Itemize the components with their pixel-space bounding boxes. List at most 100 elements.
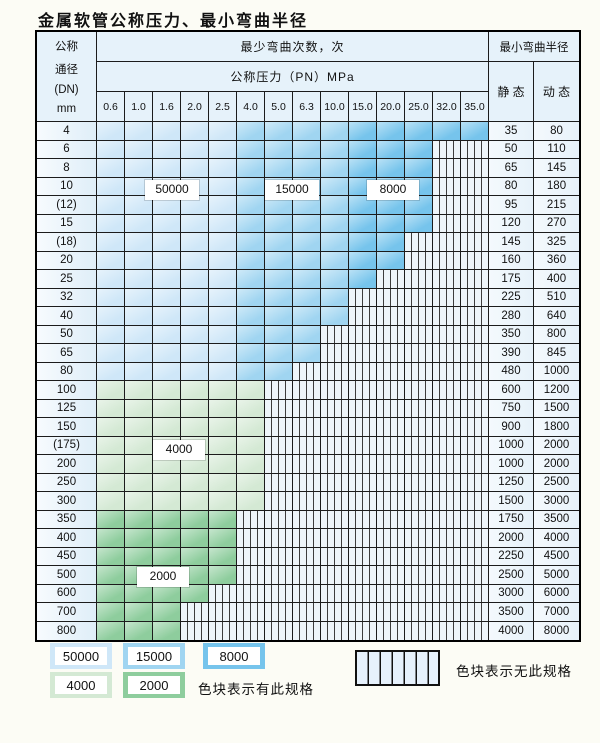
spec-unavailable-cell [461, 473, 489, 492]
spec-available-cell [377, 159, 405, 178]
legend-chip-label: 50000 [55, 647, 107, 665]
spec-available-cell [181, 344, 209, 363]
spec-available-cell [181, 140, 209, 159]
dynamic-value-cell: 1800 [534, 418, 579, 437]
spec-available-cell [209, 122, 237, 141]
spec-available-cell [265, 307, 293, 326]
spec-unavailable-cell [433, 566, 461, 585]
spec-unavailable-cell [377, 288, 405, 307]
spec-unavailable-cell [377, 621, 405, 640]
spec-available-cell [377, 214, 405, 233]
spec-available-cell [97, 492, 125, 511]
spec-table: 公称 通径 (DN) mm 最少弯曲次数，次 最小弯曲半径 公称压力（PN）MP… [37, 32, 579, 640]
spec-unavailable-cell [293, 584, 321, 603]
spec-unavailable-cell [265, 529, 293, 548]
static-value-cell: 160 [489, 251, 534, 270]
spec-available-cell [321, 177, 349, 196]
spec-unavailable-cell [265, 566, 293, 585]
spec-available-cell [209, 196, 237, 215]
spec-unavailable-cell [349, 344, 377, 363]
nominal-pressure-header: 公称压力（PN）MPa [97, 62, 489, 92]
spec-available-cell [153, 122, 181, 141]
spec-unavailable-cell [377, 547, 405, 566]
spec-available-cell [209, 455, 237, 474]
spec-unavailable-cell [293, 529, 321, 548]
spec-available-cell [181, 159, 209, 178]
spec-unavailable-cell [461, 584, 489, 603]
spec-unavailable-cell [377, 566, 405, 585]
legend-chip-label: 8000 [208, 647, 260, 665]
spec-available-cell [153, 159, 181, 178]
dynamic-value-cell: 2500 [534, 473, 579, 492]
spec-available-cell [377, 251, 405, 270]
spec-available-cell [293, 270, 321, 289]
spec-available-cell [97, 603, 125, 622]
dn-cell: 6 [37, 140, 97, 159]
spec-available-cell [181, 196, 209, 215]
spec-unavailable-cell [321, 510, 349, 529]
static-value-cell: 1750 [489, 510, 534, 529]
no-spec-legend-text: 色块表示无此规格 [456, 664, 572, 679]
spec-available-cell [237, 344, 265, 363]
spec-available-cell [209, 270, 237, 289]
static-value-cell: 3500 [489, 603, 534, 622]
static-column-header: 静 态 [489, 62, 534, 122]
spec-available-cell [97, 233, 125, 252]
spec-available-cell [153, 473, 181, 492]
spec-available-cell [153, 492, 181, 511]
spec-unavailable-cell [461, 418, 489, 437]
spec-unavailable-cell [377, 510, 405, 529]
spec-available-cell [321, 288, 349, 307]
spec-available-cell [125, 492, 153, 511]
static-value-cell: 3000 [489, 584, 534, 603]
spec-available-cell [237, 381, 265, 400]
dn-cell: 700 [37, 603, 97, 622]
spec-unavailable-cell [461, 307, 489, 326]
dn-cell: 800 [37, 621, 97, 640]
dn-cell: 100 [37, 381, 97, 400]
spec-unavailable-cell [433, 159, 461, 178]
spec-unavailable-cell [405, 418, 433, 437]
spec-unavailable-cell [433, 177, 461, 196]
spec-available-cell [125, 418, 153, 437]
spec-unavailable-cell [405, 288, 433, 307]
spec-available-cell [293, 196, 321, 215]
spec-unavailable-cell [405, 510, 433, 529]
dynamic-value-cell: 110 [534, 140, 579, 159]
spec-unavailable-cell [377, 603, 405, 622]
spec-unavailable-cell [461, 344, 489, 363]
spec-unavailable-cell [405, 566, 433, 585]
spec-unavailable-cell [293, 566, 321, 585]
dynamic-value-cell: 510 [534, 288, 579, 307]
spec-unavailable-cell [433, 270, 461, 289]
spec-unavailable-cell [265, 418, 293, 437]
spec-available-cell [237, 418, 265, 437]
static-value-cell: 35 [489, 122, 534, 141]
spec-available-cell [97, 455, 125, 474]
spec-available-cell [209, 492, 237, 511]
spec-unavailable-cell [349, 381, 377, 400]
spec-available-cell [153, 399, 181, 418]
spec-unavailable-cell [321, 418, 349, 437]
spec-available-cell [321, 251, 349, 270]
dynamic-value-cell: 8000 [534, 621, 579, 640]
spec-available-cell [125, 436, 153, 455]
spec-unavailable-cell [321, 547, 349, 566]
spec-available-cell [293, 344, 321, 363]
dynamic-value-cell: 1000 [534, 362, 579, 381]
pressure-col-label: 20.0 [377, 92, 405, 122]
legend-chip-15000: 15000 [123, 643, 185, 669]
spec-available-cell [265, 214, 293, 233]
spec-available-cell [153, 307, 181, 326]
dynamic-value-cell: 6000 [534, 584, 579, 603]
spec-available-cell [237, 233, 265, 252]
static-value-cell: 900 [489, 418, 534, 437]
spec-available-cell [265, 362, 293, 381]
spec-available-cell [237, 270, 265, 289]
spec-unavailable-cell [349, 436, 377, 455]
spec-unavailable-cell [265, 473, 293, 492]
spec-available-cell [125, 529, 153, 548]
spec-unavailable-cell [265, 603, 293, 622]
dynamic-value-cell: 80 [534, 122, 579, 141]
spec-unavailable-cell [433, 436, 461, 455]
